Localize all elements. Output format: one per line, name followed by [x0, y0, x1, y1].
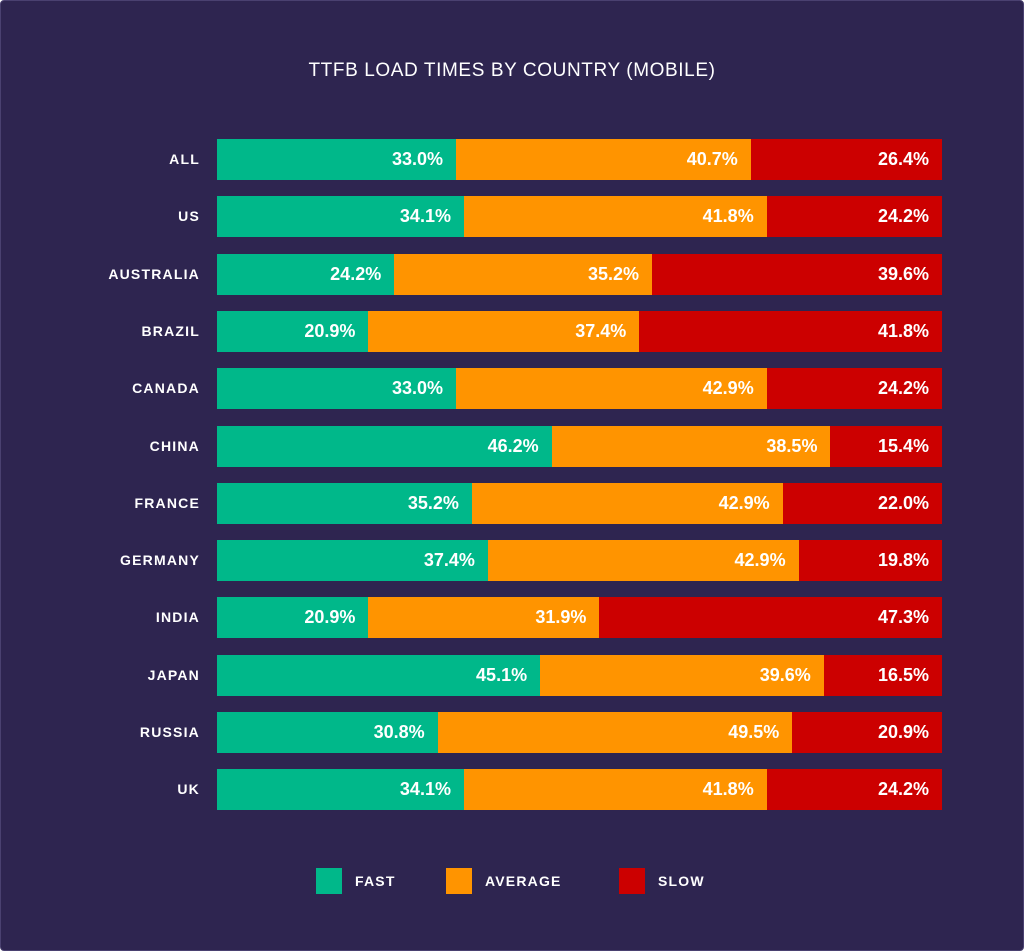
bar-segment-average [456, 139, 751, 180]
data-label-fast: 24.2% [330, 264, 382, 284]
bar-segment-slow [599, 597, 942, 638]
bar-segment-slow [823, 655, 942, 696]
category-label: ALL [169, 151, 200, 167]
bar-segment-fast [217, 368, 456, 409]
category-label: RUSSIA [139, 724, 200, 740]
bar-segment-average [463, 196, 767, 237]
data-label-fast: 20.9% [304, 607, 356, 627]
bar-segment-fast [217, 769, 464, 810]
bar-segment-average [551, 426, 831, 467]
data-label-slow: 20.9% [877, 722, 929, 742]
data-label-average: 40.7% [686, 149, 738, 169]
bar-segment-fast [217, 254, 395, 295]
data-label-slow: 26.4% [877, 149, 929, 169]
legend-label-fast: FAST [355, 873, 396, 889]
chart-title: TTFB LOAD TIMES BY COUNTRY (MOBILE) [308, 60, 716, 81]
data-label-slow: 15.4% [877, 436, 929, 456]
bar-segment-slow [766, 368, 942, 409]
bar-segment-fast [217, 712, 438, 753]
data-label-fast: 45.1% [476, 665, 528, 685]
data-label-average: 42.9% [702, 378, 754, 398]
bar-segment-average [540, 655, 824, 696]
bar-segment-fast [217, 655, 541, 696]
bar-segment-fast [217, 139, 456, 180]
category-label: AUSTRALIA [108, 266, 200, 282]
data-label-average: 37.4% [575, 321, 627, 341]
legend-swatch-average [446, 868, 472, 894]
data-label-slow: 16.5% [877, 665, 929, 685]
data-label-fast: 34.1% [399, 779, 451, 799]
data-label-slow: 24.2% [877, 779, 929, 799]
data-label-average: 31.9% [535, 607, 587, 627]
legend-swatch-fast [316, 868, 342, 894]
bar-segment-slow [766, 769, 942, 810]
bar-segment-average [456, 368, 767, 409]
category-label: JAPAN [147, 667, 200, 683]
data-label-slow: 47.3% [877, 607, 929, 627]
data-label-average: 41.8% [702, 206, 754, 226]
data-label-slow: 41.8% [877, 321, 929, 341]
data-label-slow: 24.2% [877, 378, 929, 398]
bar-segment-fast [217, 597, 369, 638]
legend-swatch-slow [619, 868, 645, 894]
data-label-slow: 39.6% [877, 264, 929, 284]
data-label-average: 39.6% [759, 665, 811, 685]
bar-segment-slow [766, 196, 942, 237]
bar-segment-fast [217, 483, 472, 524]
data-label-fast: 37.4% [423, 550, 475, 570]
data-label-fast: 20.9% [304, 321, 356, 341]
data-label-fast: 34.1% [399, 206, 451, 226]
data-label-slow: 22.0% [877, 493, 929, 513]
bar-segment-average [487, 540, 799, 581]
bar-segment-slow [639, 311, 942, 352]
bar-segment-average [437, 712, 793, 753]
category-label: CANADA [132, 380, 200, 396]
bar-segment-fast [217, 196, 464, 237]
data-label-fast: 33.0% [391, 378, 443, 398]
data-label-average: 42.9% [718, 493, 770, 513]
category-label: CHINA [149, 438, 200, 454]
category-label: UK [177, 781, 200, 797]
bar-segment-fast [217, 540, 488, 581]
data-label-average: 49.5% [728, 722, 780, 742]
data-label-slow: 19.8% [877, 550, 929, 570]
data-label-fast: 33.0% [391, 149, 443, 169]
bar-segment-average [368, 597, 600, 638]
data-label-average: 38.5% [766, 436, 818, 456]
bar-segment-average [368, 311, 640, 352]
data-label-fast: 46.2% [487, 436, 539, 456]
bar-segment-slow [652, 254, 942, 295]
bar-segment-average [463, 769, 767, 810]
data-label-fast: 35.2% [407, 493, 459, 513]
category-label: INDIA [155, 609, 200, 625]
bar-segment-slow [798, 540, 942, 581]
category-label: US [178, 208, 200, 224]
bar-segment-average [471, 483, 783, 524]
data-label-fast: 30.8% [373, 722, 425, 742]
category-label: BRAZIL [141, 323, 200, 339]
bar-segment-slow [792, 712, 942, 753]
data-label-slow: 24.2% [877, 206, 929, 226]
category-label: FRANCE [134, 495, 200, 511]
bar-segment-slow [750, 139, 942, 180]
bar-segment-slow [782, 483, 942, 524]
data-label-average: 35.2% [587, 264, 639, 284]
bar-segment-slow [830, 426, 942, 467]
category-label: GERMANY [120, 552, 200, 568]
bar-segment-fast [217, 426, 552, 467]
data-label-average: 41.8% [702, 779, 754, 799]
bar-segment-average [394, 254, 652, 295]
bar-segment-fast [217, 311, 369, 352]
legend-label-average: AVERAGE [485, 873, 562, 889]
legend-label-slow: SLOW [658, 873, 705, 889]
data-label-average: 42.9% [734, 550, 786, 570]
